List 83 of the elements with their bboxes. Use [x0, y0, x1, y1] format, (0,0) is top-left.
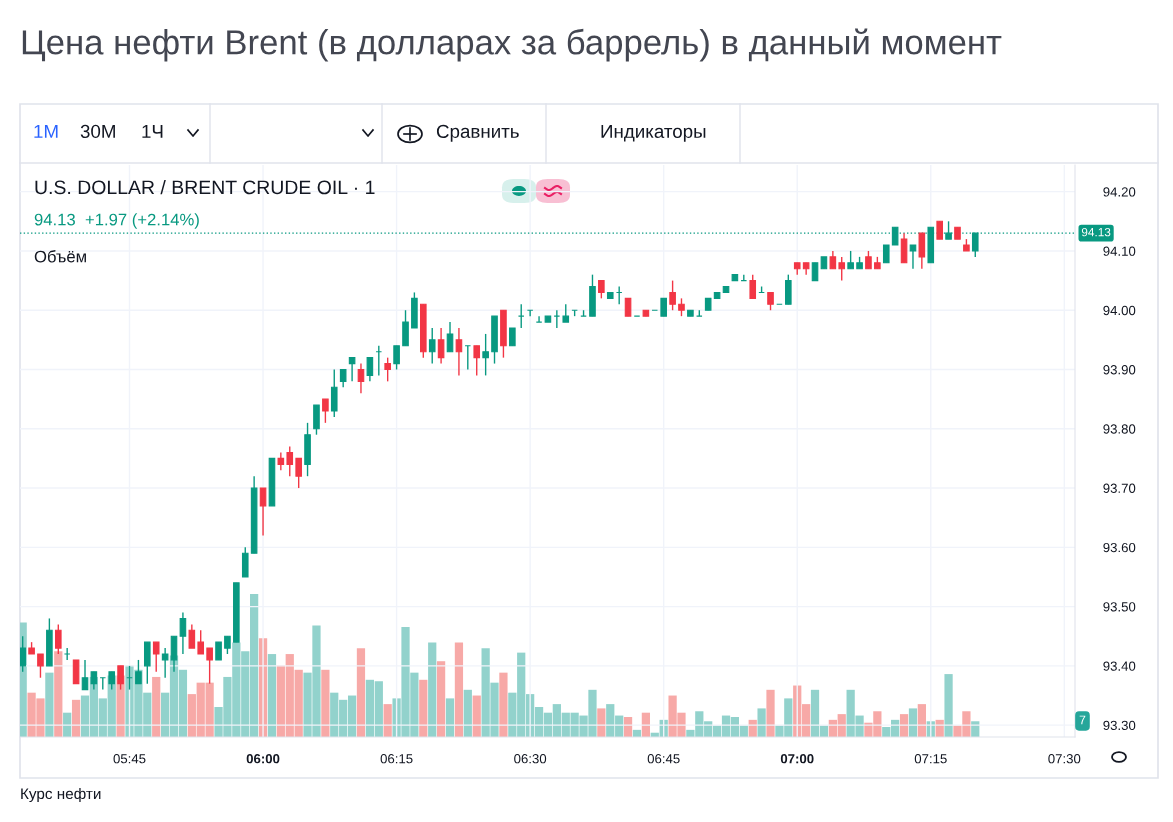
y-tick-label: 93.50 — [1103, 602, 1136, 612]
candlestick — [749, 273, 757, 300]
candlestick — [197, 629, 205, 655]
y-tick-label: 94.10 — [1103, 246, 1136, 256]
bar — [445, 698, 455, 737]
text: 30M — [80, 124, 115, 139]
annotation: 94.13 +1.97 (+2.14%) — [34, 213, 199, 229]
candlestick — [838, 256, 846, 282]
y-tick-label: 94.20 — [1103, 187, 1136, 197]
x-tick-label: 06:15 — [380, 754, 413, 764]
y-tick-label: 93.90 — [1103, 365, 1136, 375]
bar — [463, 689, 472, 737]
candlestick — [37, 653, 44, 679]
candlestick — [63, 647, 71, 661]
candlestick — [535, 315, 543, 323]
candlestick — [366, 356, 374, 383]
candlestick — [482, 333, 489, 377]
candlestick — [455, 327, 463, 377]
bar — [499, 672, 508, 737]
bar — [454, 642, 464, 737]
candlestick — [241, 546, 249, 578]
chart-title: Цена нефти Brent (в долларах за баррель) в данный момент — [22, 28, 1002, 62]
candlestick — [330, 368, 338, 418]
candlestick — [81, 659, 89, 691]
bar — [428, 642, 437, 737]
candlestick — [322, 398, 329, 424]
candlestick — [143, 641, 151, 685]
text: 7 — [1079, 715, 1086, 725]
candlestick — [179, 611, 187, 655]
candlestick — [785, 273, 792, 305]
y-tick-label: 93.80 — [1103, 424, 1136, 434]
x-tick-label: 06:45 — [647, 754, 680, 764]
text: U.S. DOLLAR / BRENT CRUDE OIL · 1 — [35, 179, 375, 195]
x-tick-label: 06:30 — [514, 754, 547, 764]
y-tick-label: 94.00 — [1103, 305, 1136, 316]
x-tick-label: 07:00 — [780, 754, 814, 764]
y-tick-label: 93.60 — [1103, 542, 1136, 553]
x-tick-label: 06:00 — [246, 754, 280, 764]
candlestick — [437, 327, 445, 365]
text: Сравнить — [436, 124, 519, 142]
candlestick — [918, 232, 926, 270]
candlestick — [295, 457, 302, 489]
candlestick — [161, 647, 169, 679]
y-tick-label: 93.70 — [1103, 483, 1136, 493]
candlestick — [402, 309, 409, 347]
candlestick — [72, 659, 80, 685]
bar — [45, 672, 54, 737]
y-tick-label: 93.40 — [1103, 661, 1136, 671]
candlestick — [348, 356, 356, 383]
text: 1Ч — [142, 124, 163, 138]
candlestick — [393, 345, 400, 371]
bar — [419, 679, 428, 737]
bar — [356, 648, 366, 737]
candlestick — [20, 635, 26, 673]
x-tick-label: 07:15 — [914, 754, 947, 764]
candlestick — [259, 487, 267, 537]
candlestick — [669, 279, 676, 311]
candlestick — [286, 445, 294, 477]
candlestick — [313, 404, 320, 436]
candlestick — [909, 244, 917, 270]
candlestick — [473, 345, 481, 377]
text: Индикаторы — [601, 124, 706, 142]
candlestick — [900, 232, 908, 264]
candlestick — [384, 356, 391, 383]
x-tick-label: 07:30 — [1048, 754, 1081, 764]
bar — [944, 674, 953, 737]
text: Курс нефти — [21, 787, 101, 803]
y-tick-label: 93.30 — [1103, 720, 1136, 731]
ref-line-label: 94.13 — [1081, 227, 1111, 237]
text: 1M — [34, 124, 58, 138]
candlestick — [446, 321, 454, 353]
bar — [267, 654, 277, 737]
candlestick — [188, 623, 196, 649]
candlestick — [152, 641, 160, 673]
x-tick-label: 05:45 — [113, 754, 146, 764]
bar — [436, 661, 446, 737]
candlestick — [428, 327, 436, 365]
bar — [757, 708, 766, 737]
bar — [321, 669, 330, 737]
bar — [152, 676, 161, 737]
candlestick — [357, 362, 365, 394]
bar — [766, 689, 775, 737]
chart-title: Объём — [34, 250, 86, 263]
